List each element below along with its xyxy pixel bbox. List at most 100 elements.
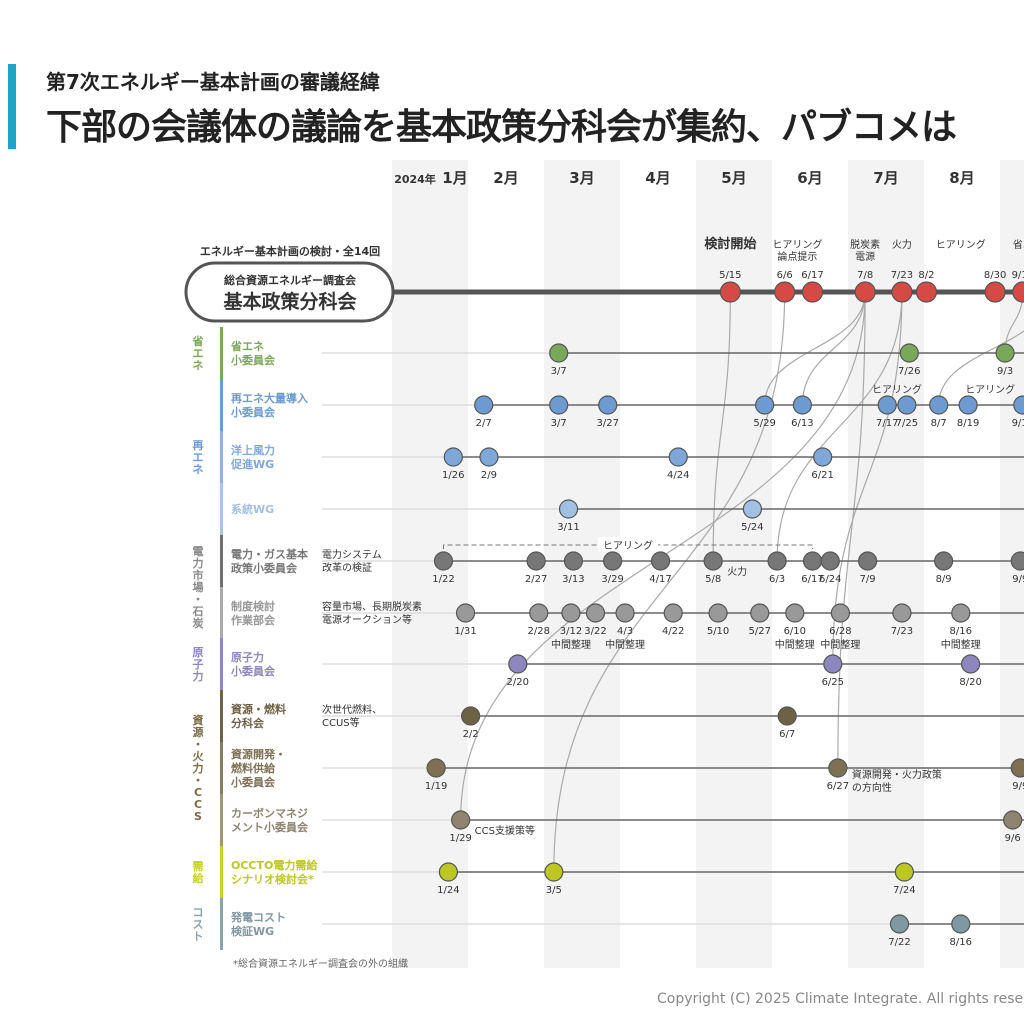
row-annotation: ヒアリング xyxy=(965,383,1015,396)
row-committee-name: 電力・ガス基本 xyxy=(231,547,308,561)
row-annotation: の方向性 xyxy=(852,781,892,794)
row-committee-name: 分科会 xyxy=(231,716,265,730)
row-dot xyxy=(455,603,476,623)
row-dot xyxy=(558,499,579,519)
row-color-bar xyxy=(220,794,223,846)
row-committee-name: 資源開発・ xyxy=(231,747,286,761)
main-committee-box xyxy=(184,261,395,323)
row-dot xyxy=(703,551,723,571)
row-date-label: 8/9 xyxy=(936,574,952,585)
row-color-bar xyxy=(220,898,223,950)
row-color-bar xyxy=(220,379,223,431)
row-date-label: 5/27 xyxy=(749,626,771,637)
main-committee-name: 基本政策分科会 xyxy=(222,290,356,313)
month-label: 1月 xyxy=(442,169,467,187)
month-label: 6月 xyxy=(797,169,822,187)
row-date-label: 8/16 xyxy=(950,626,972,637)
month-label: 2月 xyxy=(493,169,518,187)
link-curve xyxy=(801,291,866,406)
row-date-label: 1/31 xyxy=(454,626,476,637)
row-date-label: 7/23 xyxy=(891,626,913,637)
row-dot xyxy=(899,343,919,363)
row-dot xyxy=(929,395,949,415)
row-dot xyxy=(820,551,840,571)
row-dot xyxy=(526,551,546,571)
group-label-char: 子 xyxy=(193,658,204,671)
row-date-label: 6/10 xyxy=(784,626,806,637)
row-dot xyxy=(995,343,1015,363)
row-note: 電力システム xyxy=(322,548,382,561)
row-dot xyxy=(461,706,481,726)
group-label-char: 場 xyxy=(193,580,204,594)
row-dot xyxy=(443,447,463,467)
row-date-label: 2/27 xyxy=(525,574,547,585)
row-committee-name: 省エネ xyxy=(230,339,264,353)
row-date-label: 3/11 xyxy=(557,522,579,533)
row-color-bar xyxy=(220,431,223,483)
row-dot xyxy=(742,499,762,519)
row-dot xyxy=(813,447,833,467)
copyright: Copyright (C) 2025 Climate Integrate. Al… xyxy=(657,991,1024,1007)
main-dot xyxy=(719,281,741,303)
row-date-label: 1/22 xyxy=(432,574,454,585)
group-label-char: ・ xyxy=(193,774,204,787)
row-dot xyxy=(951,603,971,623)
row-dot xyxy=(549,395,569,415)
group-label-char: ・ xyxy=(193,593,204,606)
row-dot xyxy=(508,654,528,674)
group-label-char: 石 xyxy=(192,605,204,618)
group-label-char: 給 xyxy=(193,871,205,885)
group-label-char: 原 xyxy=(193,646,204,659)
row-committee-name: 系統WG xyxy=(231,502,274,516)
row-date-label: 7/25 xyxy=(896,418,918,429)
row-dot xyxy=(438,862,458,882)
month-label: 5月 xyxy=(721,169,746,187)
main-dot xyxy=(801,281,824,303)
row-color-bar xyxy=(220,535,223,587)
row-committee-name: 政策小委員会 xyxy=(231,561,298,575)
group-label-char: 炭 xyxy=(193,616,204,630)
main-annotation: 脱炭素 xyxy=(850,238,880,251)
row-date-label: 3/29 xyxy=(601,574,623,585)
row-date-label: 1/24 xyxy=(437,885,459,896)
main-date-label: 7/8 xyxy=(857,270,873,281)
group-label-char: 力 xyxy=(193,669,204,683)
row-annotation: 中間整理 xyxy=(941,638,981,651)
row-date-label: 6/21 xyxy=(811,470,833,481)
row-dot xyxy=(615,603,635,623)
row-annotation: 中間整理 xyxy=(820,638,860,651)
group-label-char: コ xyxy=(193,906,204,919)
main-date-label: 9/10 xyxy=(1012,270,1024,281)
row-committee-name: シナリオ検討会* xyxy=(231,872,314,886)
row-dot xyxy=(650,551,671,571)
row-color-bar xyxy=(220,327,223,379)
row-committee-name: 小委員会 xyxy=(230,405,276,419)
row-dot xyxy=(451,810,471,830)
row-dot xyxy=(663,603,683,623)
row-date-label: 2/7 xyxy=(476,418,492,429)
row-date-label: 6/13 xyxy=(791,418,813,429)
row-dot xyxy=(1010,551,1024,571)
row-dot xyxy=(792,395,813,415)
row-date-label: 2/9 xyxy=(481,470,497,481)
bracket-label-bg xyxy=(598,537,659,551)
main-annotation: 火力 xyxy=(892,238,912,251)
row-date-label: 1/19 xyxy=(425,781,447,792)
main-dot xyxy=(984,281,1006,303)
row-date-label: 6/25 xyxy=(822,677,844,688)
year-label: 2024年 xyxy=(394,172,436,186)
row-dot xyxy=(828,758,848,778)
row-date-label: 3/12 xyxy=(560,626,582,637)
row-committee-name: カーボンマネジ xyxy=(231,806,308,820)
main-org-label: 総合資源エネルギー調査会 xyxy=(224,273,357,287)
row-dot xyxy=(1013,395,1024,415)
row-date-label: 4/3 xyxy=(617,626,633,637)
row-dot xyxy=(433,551,454,571)
row-date-label: 5/29 xyxy=(753,418,775,429)
row-dot xyxy=(934,551,954,571)
month-band xyxy=(392,160,468,968)
month-label: 8月 xyxy=(949,169,974,187)
row-dot xyxy=(426,758,446,778)
row-date-label: 6/27 xyxy=(827,781,849,792)
